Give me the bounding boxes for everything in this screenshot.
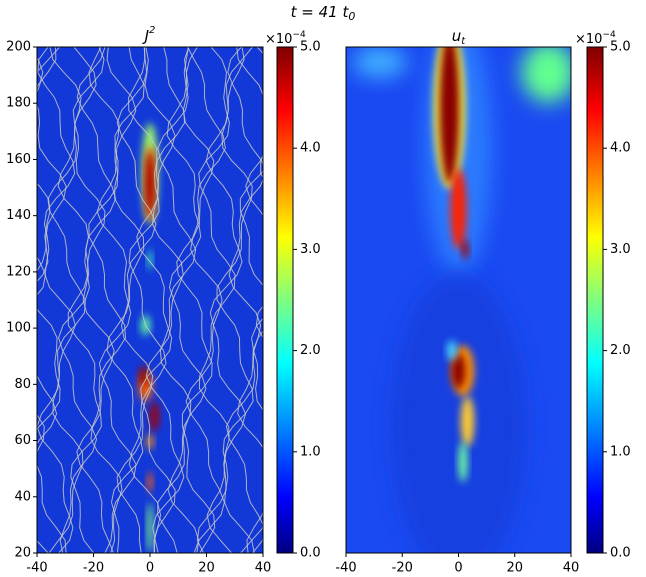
streamline bbox=[136, 47, 176, 553]
panel-title: ut bbox=[452, 27, 467, 48]
y-tick-label: 40 bbox=[14, 489, 31, 504]
colorbar-tick-label: 0.0 bbox=[300, 546, 321, 561]
y-tick-label: 120 bbox=[6, 264, 31, 279]
multiplier-sup: −4 bbox=[292, 30, 306, 40]
field-blob bbox=[450, 168, 467, 250]
streamline bbox=[116, 47, 157, 553]
field-blob bbox=[146, 153, 154, 214]
y-tick-label: 20 bbox=[14, 546, 31, 561]
heatmap bbox=[346, 47, 571, 553]
streamline bbox=[145, 47, 186, 553]
x-tick-label: -40 bbox=[335, 561, 356, 576]
x-tick-label: 40 bbox=[563, 561, 580, 576]
streamline bbox=[216, 47, 255, 553]
streamline bbox=[96, 47, 137, 553]
y-tick-label: 80 bbox=[14, 377, 31, 392]
x-tick-label: 0 bbox=[454, 561, 462, 576]
field-blob bbox=[150, 401, 160, 432]
multiplier-sup: −4 bbox=[602, 30, 616, 40]
streamline bbox=[176, 47, 216, 553]
colorbar-tick-label: 3.0 bbox=[300, 242, 321, 257]
colorbar-tick-label: 1.0 bbox=[300, 444, 321, 459]
title-sub: 0 bbox=[348, 10, 355, 23]
field-halo bbox=[521, 47, 571, 103]
colorbar bbox=[276, 46, 294, 554]
colorbar-multiplier: ×10−4 bbox=[575, 30, 616, 47]
colorbar-tick-label: 0.0 bbox=[610, 546, 631, 561]
figure-title: t = 41 t0 bbox=[291, 3, 356, 24]
panel-title: J2 bbox=[142, 25, 156, 45]
colorbar-tick-label: 4.0 bbox=[300, 141, 321, 156]
x-tick-label: -20 bbox=[392, 561, 413, 576]
streamline bbox=[225, 47, 263, 553]
field-blob bbox=[439, 47, 460, 184]
streamline bbox=[37, 47, 76, 553]
colorbar-tick-label: 2.0 bbox=[610, 343, 631, 358]
colorbar-multiplier: ×10−4 bbox=[265, 30, 306, 47]
panel-title-sup: 2 bbox=[149, 25, 155, 36]
x-tick-label: 40 bbox=[255, 561, 272, 576]
y-tick-label: 200 bbox=[6, 40, 31, 55]
y-tick-label: 160 bbox=[6, 152, 31, 167]
x-tick-label: 20 bbox=[506, 561, 523, 576]
colorbar-tick-label: 5.0 bbox=[300, 40, 321, 55]
panel-title-text: J bbox=[142, 27, 149, 45]
field-halo bbox=[352, 47, 407, 78]
streamline bbox=[67, 47, 106, 553]
colorbar-tick-label: 5.0 bbox=[610, 40, 631, 55]
multiplier-text: ×10 bbox=[575, 32, 602, 47]
field-halo bbox=[391, 274, 526, 553]
field-blob bbox=[147, 472, 153, 493]
field-blob bbox=[451, 353, 466, 389]
streamline bbox=[57, 47, 98, 553]
panel-title-sub: t bbox=[461, 36, 466, 47]
y-tick-label: 140 bbox=[6, 208, 31, 223]
colorbar bbox=[586, 46, 604, 554]
field-blob bbox=[458, 441, 468, 483]
y-tick-label: 60 bbox=[14, 433, 31, 448]
title-text: t = 41 t bbox=[291, 3, 350, 21]
field-blob bbox=[461, 239, 469, 260]
colorbar-tick-label: 4.0 bbox=[610, 141, 631, 156]
x-tick-label: 20 bbox=[198, 561, 215, 576]
colorbar-tick-label: 3.0 bbox=[610, 242, 631, 257]
y-tick-label: 180 bbox=[6, 96, 31, 111]
multiplier-text: ×10 bbox=[265, 32, 292, 47]
streamline bbox=[88, 47, 127, 553]
heatmap bbox=[37, 47, 263, 553]
streamline bbox=[205, 47, 247, 553]
streamline bbox=[166, 47, 207, 553]
streamline bbox=[106, 47, 145, 553]
field-blob bbox=[147, 249, 153, 270]
streamline bbox=[128, 47, 167, 553]
x-tick-label: -40 bbox=[26, 561, 47, 576]
field-blob bbox=[460, 396, 475, 447]
panel-title-text: u bbox=[452, 27, 462, 45]
field-blob bbox=[447, 340, 457, 361]
x-tick-label: -20 bbox=[83, 561, 104, 576]
streamline bbox=[185, 47, 226, 553]
colorbar-tick-label: 2.0 bbox=[300, 343, 321, 358]
streamline bbox=[37, 47, 67, 553]
colorbar-tick-label: 1.0 bbox=[610, 444, 631, 459]
streamline bbox=[76, 47, 117, 553]
x-tick-label: 0 bbox=[146, 561, 154, 576]
field-blob bbox=[147, 502, 153, 553]
y-tick-label: 100 bbox=[6, 321, 31, 336]
field-blob bbox=[146, 434, 154, 450]
